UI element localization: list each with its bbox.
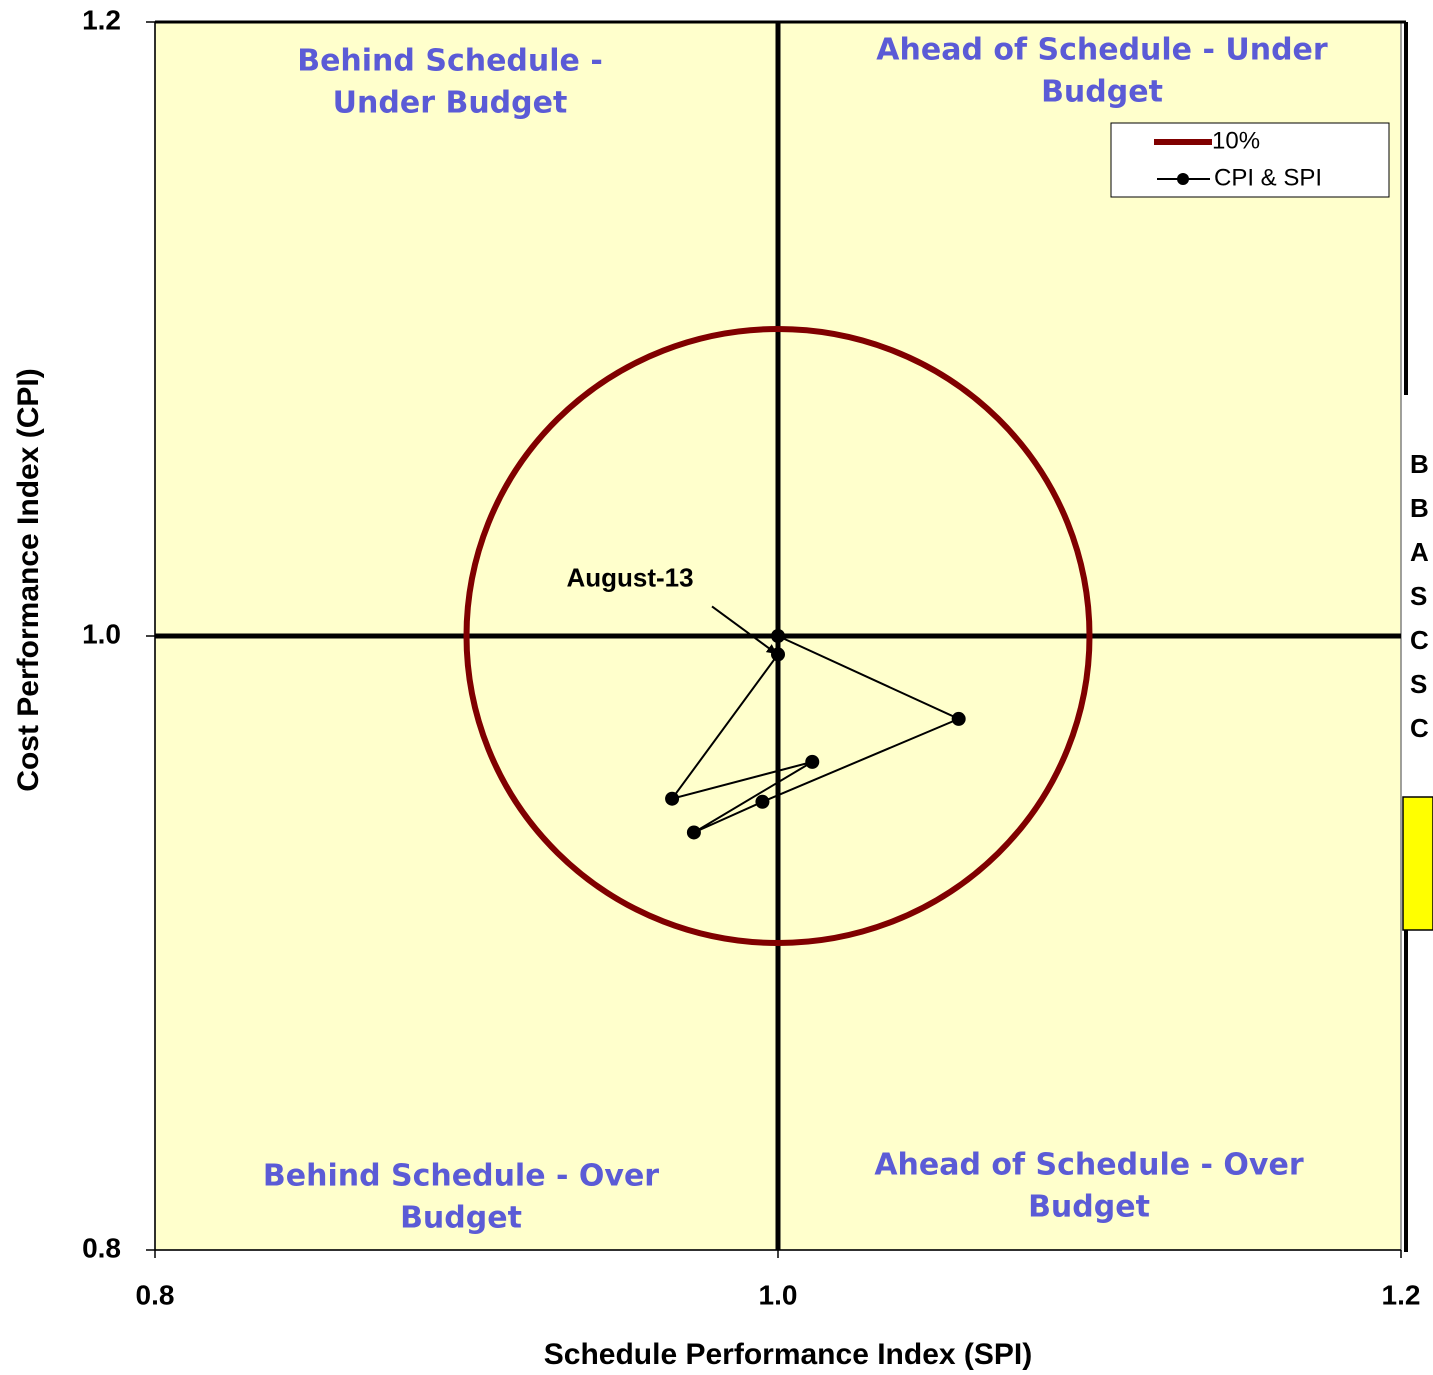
x-tick-label: 0.8 [136,1279,175,1310]
quadrant-label: Under Budget [333,86,568,121]
y-tick-label: 0.8 [82,1232,121,1263]
quadrant-label: Budget [400,1201,522,1236]
quadrant-label: Behind Schedule - [297,44,603,79]
quadrant-label: Ahead of Schedule - Over [874,1148,1303,1183]
point [686,825,701,840]
legend-box [1110,122,1390,198]
side-panel-text: S [1410,581,1427,611]
x-axis-title: Schedule Performance Index (SPI) [544,1338,1032,1371]
y-tick-label: 1.0 [82,618,121,649]
side-panel-text: C [1410,713,1429,743]
side-panel-swatch [1402,796,1433,931]
annotation-arrow [711,605,777,655]
side-panel [1401,395,1433,800]
point [771,629,785,643]
point [951,711,966,726]
y-axis-title: Cost Performance Index (CPI) [12,368,45,791]
quadrant-label: Ahead of Schedule - Under [876,33,1328,68]
side-panel-text: A [1410,537,1429,567]
legend-swatch-point [1177,173,1189,185]
quadrant-label: Behind Schedule - Over [263,1159,659,1194]
point [755,794,770,809]
side-panel-text: C [1410,625,1429,655]
point [665,791,680,806]
x-tick-label: 1.0 [759,1279,798,1310]
legend-label: 10% [1212,127,1260,154]
side-panel-text: B [1410,493,1429,523]
annotation: August-13 [566,562,693,592]
point [805,754,820,769]
side-panel-text: S [1410,669,1427,699]
side-panel-text: B [1410,449,1429,479]
x-tick-label: 1.2 [1382,1279,1421,1310]
tolerance-circle [463,326,1093,946]
quadrant-label: Budget [1041,75,1163,110]
quadrant-label: Budget [1028,1190,1150,1225]
legend-label: CPI & SPI [1214,164,1322,191]
point [771,647,785,662]
y-tick-label: 1.2 [82,4,121,35]
